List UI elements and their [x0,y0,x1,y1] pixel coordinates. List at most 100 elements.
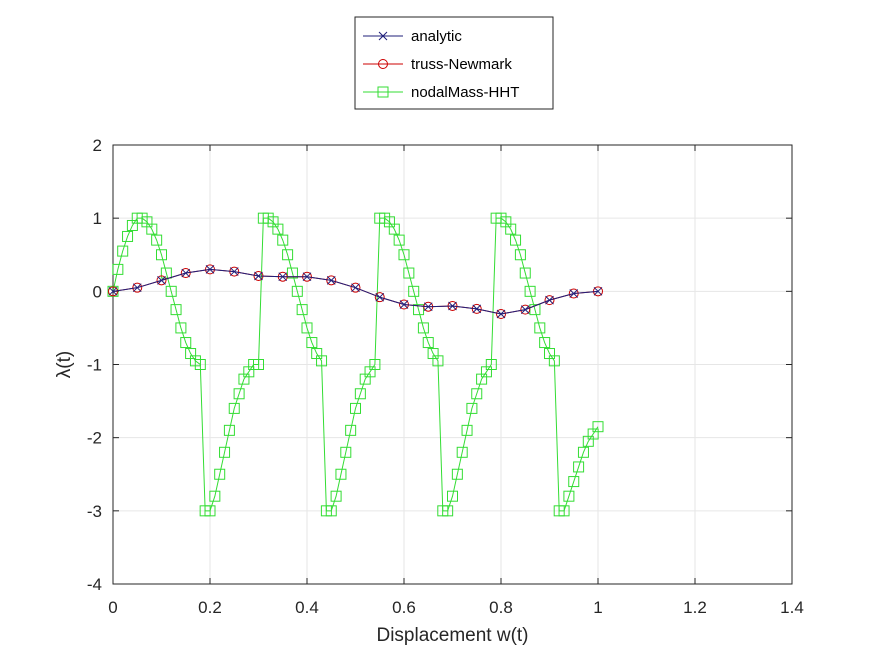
y-tick-label: 0 [93,282,102,301]
data-point-analytic [132,283,142,293]
data-point-nodalmass-hht [451,468,463,480]
data-point-nodalmass-hht [461,424,473,436]
data-point-nodalmass-hht [577,446,589,458]
x-tick-label: 1.2 [683,598,707,617]
data-point-nodalmass-hht [408,285,420,297]
data-point-nodalmass-hht [514,249,526,261]
x-tick-label: 0.8 [489,598,513,617]
data-point-analytic-stroke [229,267,239,276]
data-point-truss-newmark [326,275,337,286]
data-point-nodalmass-hht [340,446,352,458]
y-tick-label: 2 [93,136,102,155]
x-tick-label: 1 [593,598,602,617]
data-point-nodalmass-hht [325,505,337,517]
legend-marker-truss-newmark [378,59,388,69]
data-point-nodalmass-hht [350,402,361,414]
data-point-truss-newmark [180,268,191,279]
data-point-analytic-stroke [593,286,603,296]
data-point-nodalmass-hht [253,359,264,370]
data-point-nodalmass-hht [369,359,381,370]
data-point-nodalmass-hht [228,402,240,414]
y-tick-label: -1 [87,356,102,375]
data-point-nodalmass-hht [175,322,187,334]
data-point-nodalmass-hht [330,490,342,502]
data-point-truss-newmark [496,309,506,320]
data-point-analytic [423,302,433,312]
data-point-nodalmass-hht [548,355,560,367]
data-point-truss-newmark [374,292,385,303]
data-point-nodalmass-hht [291,285,303,297]
data-point-nodalmass-hht [277,234,289,246]
data-point-nodalmass-hht [466,402,478,414]
data-point-nodalmass-hht [122,230,134,242]
data-point-nodalmass-hht [209,490,221,502]
data-point-analytic-stroke [545,295,554,305]
data-point-nodalmass-hht [296,304,308,316]
data-point-nodalmass-hht [456,446,468,458]
x-axis-title: Displacement w(t) [376,625,528,646]
data-point-nodalmass-hht [539,337,551,349]
data-point-analytic-stroke [302,272,312,282]
data-point-nodalmass-hht [403,267,415,279]
data-point-nodalmass-hht [272,223,284,235]
x-tick-label: 1.4 [780,598,804,617]
data-point-truss-newmark [520,304,531,315]
data-point-nodalmass-hht [223,424,235,436]
data-point-analytic-stroke [472,304,482,314]
data-point-truss-newmark [350,282,361,293]
data-point-nodalmass-hht [214,468,226,480]
data-point-analytic [205,265,215,274]
data-point-truss-newmark [471,303,482,314]
data-point-nodalmass-hht [117,245,129,257]
legend-label-nodalmass-hht: nodalMass-HHT [411,84,519,101]
data-point-analytic-stroke [278,272,288,282]
data-point-nodalmass-hht [233,388,245,400]
data-point-nodalmass-hht [388,223,400,235]
series-analytic [108,265,603,319]
data-point-nodalmass-hht [165,285,177,297]
legend: analytic truss-Newmark nodalMass-HHT [354,16,554,110]
data-point-nodalmass-hht [146,223,158,235]
data-point-nodalmass-hht [156,249,167,261]
data-point-analytic-stroke [181,268,191,278]
data-point-analytic [399,300,409,309]
series-layer [107,212,604,517]
legend-entry-analytic: analytic [363,28,462,45]
data-point-nodalmass-hht [471,388,483,400]
data-point-nodalmass-hht [510,234,522,246]
series-nodalmass-hht [107,212,604,517]
y-tick-label: -2 [87,429,102,448]
data-point-nodalmass-hht [417,322,429,334]
data-point-nodalmass-hht [286,267,298,279]
data-point-analytic [520,305,530,314]
data-point-truss-newmark [108,286,118,297]
data-point-nodalmass-hht [393,234,405,246]
data-point-analytic [569,289,579,298]
data-point-analytic [593,286,603,296]
data-point-analytic-stroke [399,300,409,309]
data-point-nodalmass-hht [301,322,313,334]
data-point-analytic [545,295,554,305]
data-point-analytic-stroke [157,276,166,285]
data-point-nodalmass-hht [398,249,410,261]
data-point-nodalmass-hht [345,424,357,436]
data-point-nodalmass-hht [432,355,444,367]
data-point-analytic-stroke [569,289,579,298]
legend-label-truss-newmark: truss-Newmark [411,56,512,73]
data-point-nodalmass-hht [563,490,575,502]
legend-entry-nodalmass-hht: nodalMass-HHT [363,84,519,101]
data-point-nodalmass-hht [592,421,604,433]
x-tick-label: 0.4 [295,598,319,617]
legend-entry-truss-newmark: truss-Newmark [363,56,512,73]
data-point-analytic-stroke [448,301,457,311]
data-point-nodalmass-hht [194,359,206,370]
data-point-nodalmass-hht [170,304,182,316]
data-point-analytic-stroke [351,283,360,293]
data-point-analytic [108,286,118,296]
x-tick-label: 0.6 [392,598,416,617]
data-point-nodalmass-hht [558,505,570,517]
data-point-nodalmass-hht [151,234,163,246]
data-point-analytic [351,283,360,293]
data-point-nodalmass-hht [573,461,585,473]
